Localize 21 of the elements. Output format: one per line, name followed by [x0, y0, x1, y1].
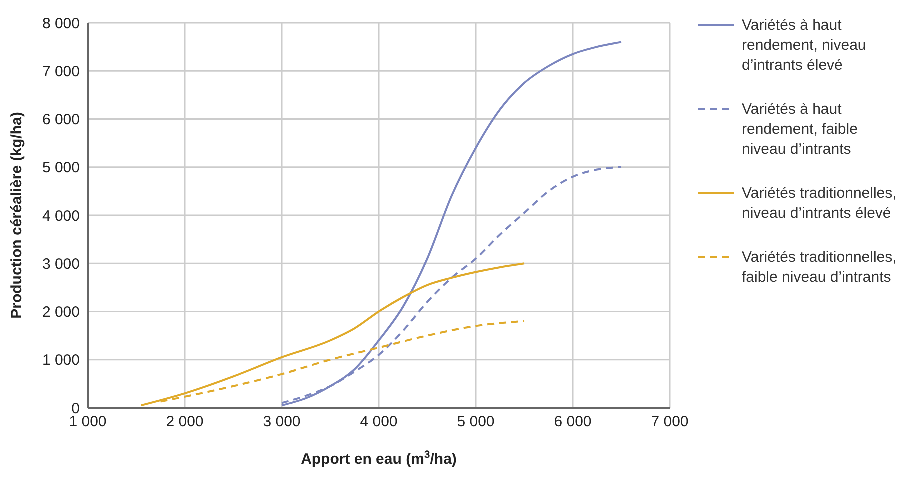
x-tick-label: 5 000: [457, 414, 495, 431]
y-tick-label: 8 000: [42, 15, 80, 32]
line-series: [140, 262, 526, 407]
y-tick-label: 1 000: [42, 352, 80, 370]
legend-label: Variétés traditionnelles, faible niveau d’intrants: [742, 248, 898, 288]
legend-label: Variétés à haut rendement, faible niveau d’intrants: [742, 100, 859, 160]
y-tick-label: 7 000: [42, 63, 80, 80]
y-tick-label: 3 000: [42, 256, 80, 273]
x-tick-label: 2 000: [166, 414, 204, 431]
x-tick-label: 3 000: [263, 414, 301, 431]
y-tick-label: 5 000: [42, 160, 80, 177]
x-tick-label: 6 000: [554, 414, 592, 431]
x-tick-label: 4 000: [360, 414, 398, 431]
y-tick-label: 2 000: [42, 304, 80, 322]
x-tick-label: 7 000: [651, 414, 689, 431]
y-tick-label: 6 000: [42, 112, 80, 129]
x-axis-title: Apport en eau (m$^{3}$/ha): [301, 449, 457, 468]
legend-label: Variétés traditionnelles, niveau d’intrants élevé: [742, 184, 898, 224]
y-axis-title: Production céréalière (kg/ha): [8, 112, 26, 319]
legend-label: Variétés à haut rendement, niveau d’intrants élevé: [742, 16, 868, 76]
y-tick-label: 4 000: [42, 208, 80, 225]
